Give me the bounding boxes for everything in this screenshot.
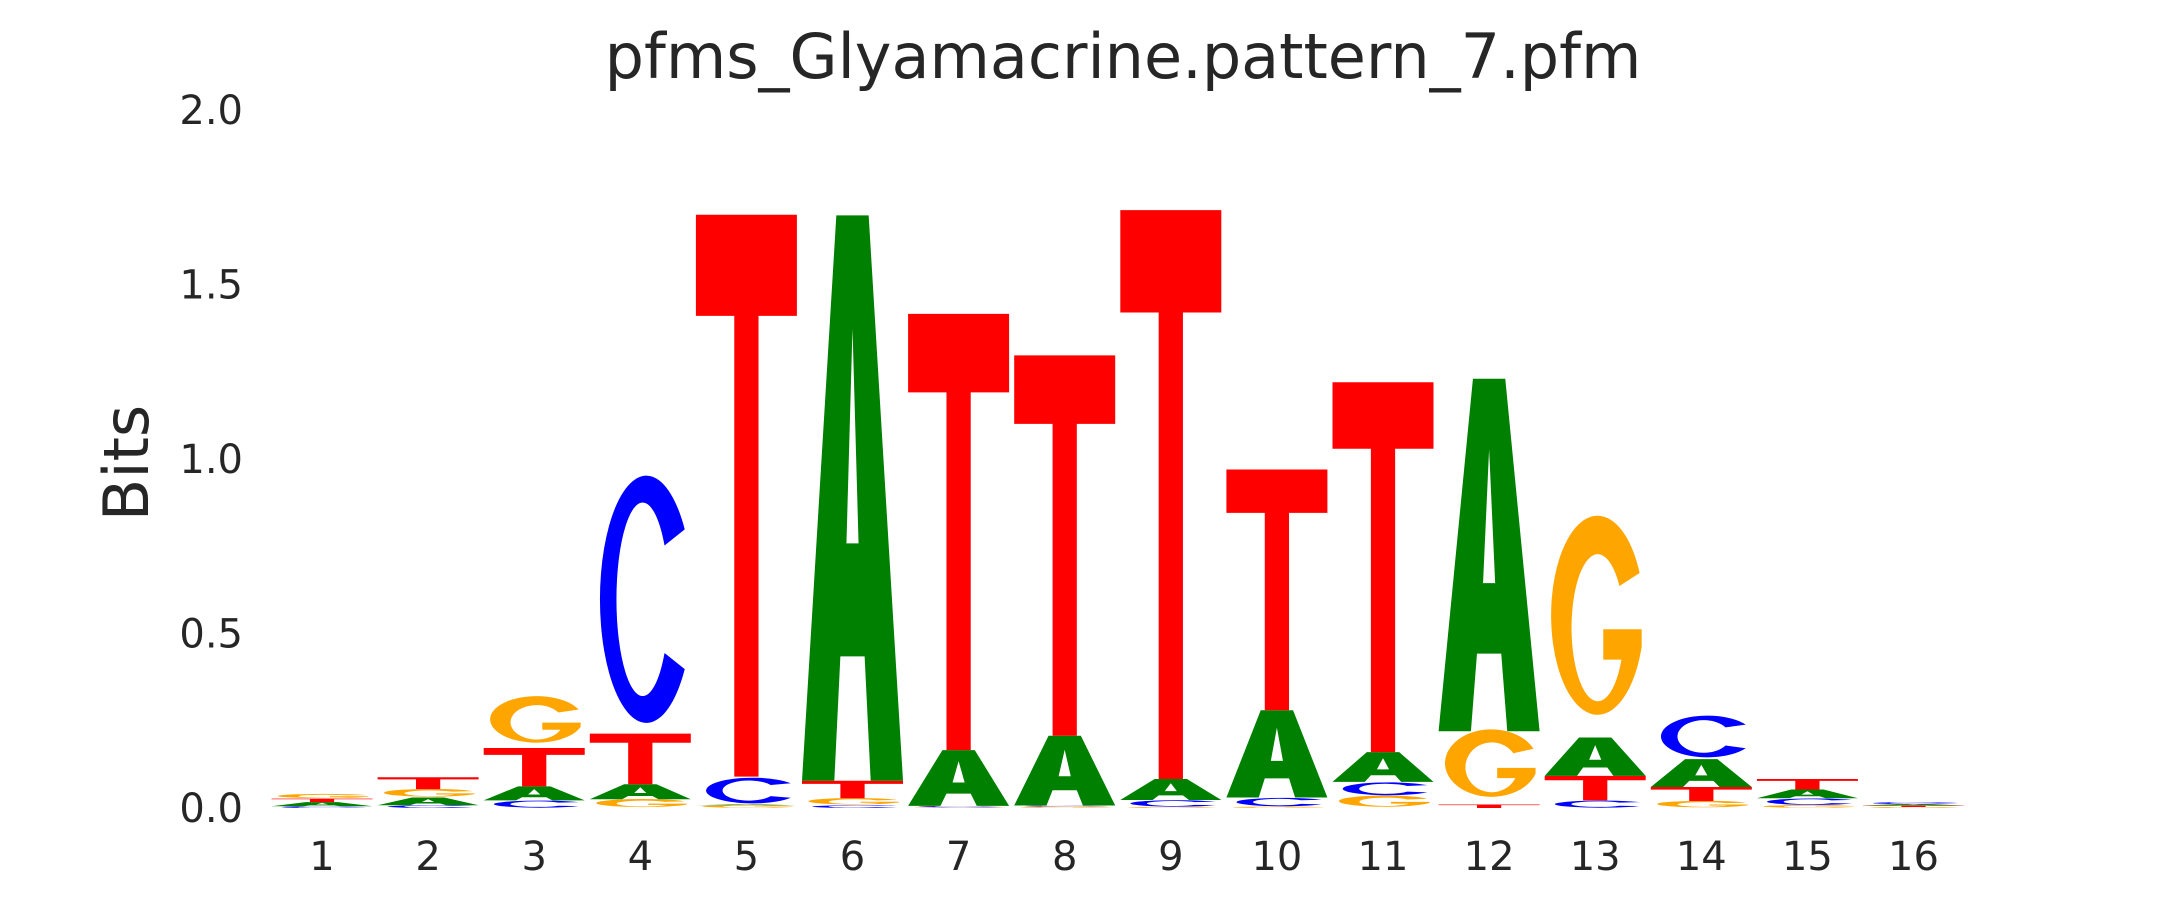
logo-letter-g: [277, 793, 369, 799]
logo-letter-c: [1024, 805, 1110, 807]
logo-letter-t: [695, 214, 797, 777]
logo-letter-c: [812, 805, 897, 808]
logo-letter-a: [695, 804, 797, 806]
logo-letter-t: [589, 733, 691, 785]
chart-title: pfms_Glyamacrine.pattern_7.pfm: [605, 20, 1642, 93]
x-tick-label: 5: [734, 834, 759, 880]
logo-letter-c: [706, 777, 791, 804]
logo-letter-t: [802, 780, 903, 799]
logo-letter-g: [490, 696, 581, 743]
logo-letter-c: [918, 805, 1004, 808]
x-tick-label: 6: [840, 834, 865, 880]
logo-letter-t: [1863, 805, 1964, 807]
logo-letter-c: [1342, 782, 1428, 796]
logo-letter-t: [1120, 210, 1222, 780]
logo-letter-t: [1544, 775, 1646, 801]
logo-letter-a: [1863, 804, 1964, 806]
logo-letter-a: [1438, 378, 1540, 732]
logo-letter-t: [1438, 804, 1540, 808]
logo-letter-c: [599, 475, 685, 723]
logo-letter-a: [802, 215, 903, 781]
logo-letter-g: [1869, 806, 1960, 808]
x-tick-label: 2: [415, 834, 440, 880]
logo-letter-g: [702, 805, 793, 808]
logo-letter-a: [377, 797, 479, 806]
logo-letter-a: [271, 802, 373, 807]
logo-letter-g: [1232, 806, 1324, 808]
logo-letter-c: [1660, 715, 1746, 758]
logo-letter-a: [1120, 779, 1222, 800]
logo-letter-t: [1756, 779, 1858, 790]
x-tick-label: 1: [309, 834, 334, 880]
logo-letter-c: [1873, 802, 1958, 805]
logo-letter-g: [1657, 800, 1748, 808]
x-tick-label: 9: [1158, 834, 1183, 880]
x-tick-label: 8: [1052, 834, 1077, 880]
logo-letter-t: [1332, 382, 1434, 753]
logo-letter-c: [1554, 800, 1640, 808]
logo-letter-t: [271, 798, 373, 803]
logo-letter-c: [387, 805, 473, 808]
logo-letter-a: [1332, 752, 1434, 782]
logo-letter-g: [1763, 805, 1854, 808]
logo-letter-g: [914, 807, 1006, 808]
logo-letter-t: [1650, 787, 1752, 802]
logo-letter-g: [1445, 729, 1536, 797]
x-tick-label: 3: [521, 834, 546, 880]
x-axis-ticks: 1 2 3 4 5 6 7 8 9 10 11 12 13 14 15 16: [309, 834, 1939, 880]
y-tick-label: 0.0: [179, 786, 243, 832]
logo-letter-a: [1226, 710, 1328, 798]
logo-letter-c: [493, 800, 579, 808]
logo-letter-a: [1544, 737, 1646, 776]
logo-letter-a: [1650, 759, 1752, 788]
logo-letter-t: [908, 313, 1010, 751]
x-tick-label: 11: [1358, 834, 1409, 880]
x-tick-label: 12: [1464, 834, 1515, 880]
logo-letter-a: [483, 786, 585, 801]
logo-letter-a: [1014, 735, 1116, 806]
logo-letter-a: [908, 750, 1010, 806]
logo-letter-c: [1236, 797, 1322, 807]
logo-letter-g: [1020, 806, 1112, 808]
logo-letter-a: [589, 784, 691, 800]
x-tick-label: 4: [628, 834, 653, 880]
logo-letter-g: [1338, 795, 1430, 807]
y-axis-label: Bits: [90, 405, 163, 521]
x-tick-label: 14: [1676, 834, 1727, 880]
logo-letter-g: [384, 788, 475, 797]
y-tick-label: 1.5: [179, 263, 243, 309]
logo-letter-g: [1126, 806, 1218, 808]
y-axis-ticks: 0.0 0.5 1.0 1.5 2.0: [179, 88, 243, 832]
logo-letter-c: [281, 806, 367, 808]
logo-letter-g: [808, 798, 899, 805]
x-tick-label: 16: [1888, 834, 1939, 880]
logo-letter-c: [1130, 800, 1216, 807]
x-tick-label: 10: [1251, 834, 1302, 880]
logo-letter-a: [1756, 789, 1858, 799]
x-tick-label: 7: [946, 834, 971, 880]
logo-letter-t: [483, 747, 585, 787]
logo-letter-t: [377, 777, 479, 790]
logo-letter-c: [1767, 798, 1852, 805]
x-tick-label: 13: [1570, 834, 1621, 880]
y-tick-label: 1.0: [179, 437, 243, 483]
logo-letter-t: [1014, 355, 1116, 736]
y-tick-label: 2.0: [179, 88, 243, 134]
logo-letter-g: [1551, 515, 1642, 715]
logo-letter-t: [1226, 469, 1328, 711]
x-tick-label: 15: [1782, 834, 1833, 880]
logo-letters: [271, 210, 1964, 808]
y-tick-label: 0.5: [179, 612, 243, 658]
logo-letter-g: [596, 799, 687, 808]
